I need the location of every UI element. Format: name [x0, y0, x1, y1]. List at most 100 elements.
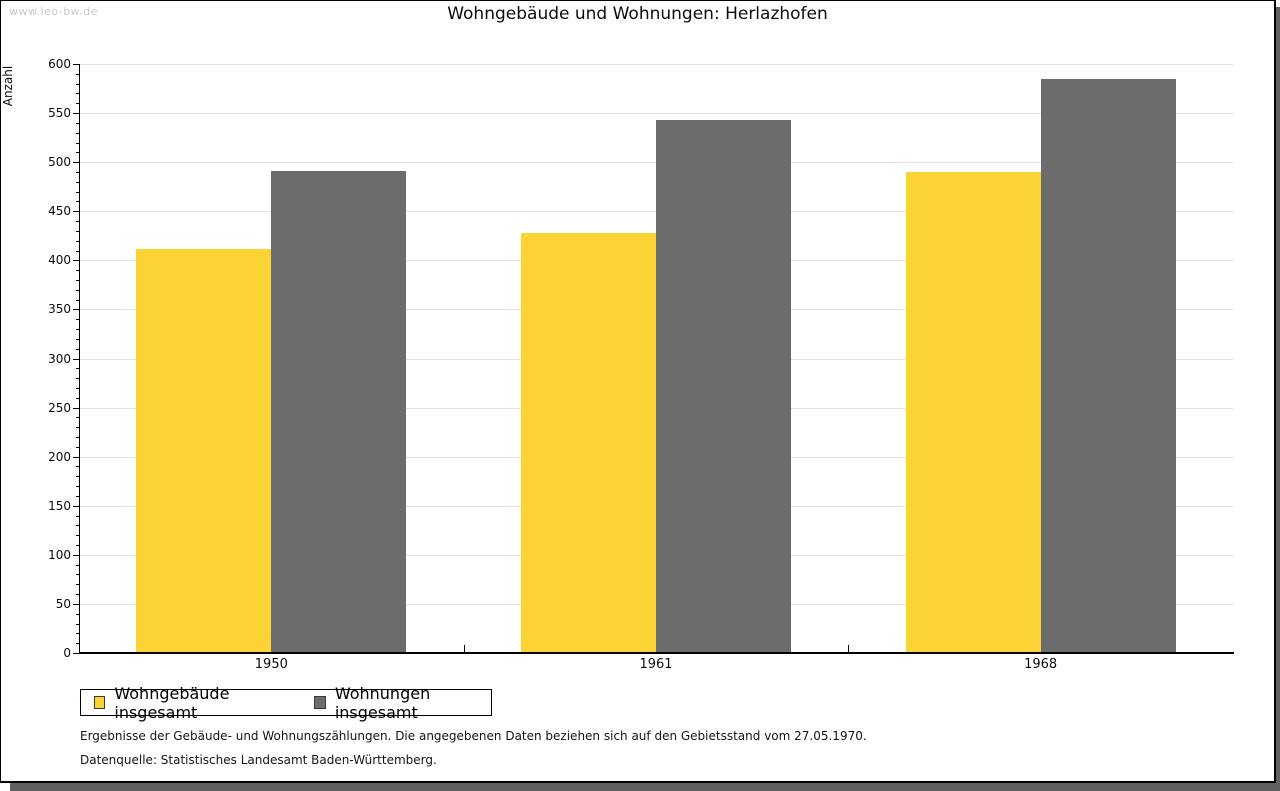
x-boundary-tick — [464, 645, 465, 652]
y-tick-label-150: 150 — [48, 498, 71, 513]
y-major-tick — [73, 554, 79, 556]
bar-1968-wohnungen — [1040, 78, 1176, 653]
footnote-data-source: Datenquelle: Statistisches Landesamt Bad… — [80, 753, 437, 767]
y-minor-tick — [76, 221, 79, 223]
y-major-tick — [73, 211, 79, 213]
y-minor-tick — [76, 103, 79, 105]
y-minor-tick — [76, 525, 79, 527]
y-minor-tick — [76, 545, 79, 547]
legend-swatch-gray — [314, 696, 326, 709]
y-minor-tick — [76, 289, 79, 291]
x-boundary-tick — [848, 645, 849, 652]
y-minor-tick — [76, 535, 79, 537]
y-tick-label-250: 250 — [48, 400, 71, 415]
y-minor-tick — [76, 181, 79, 183]
x-tick-label-1961: 1961 — [639, 657, 673, 672]
y-minor-tick — [76, 270, 79, 272]
legend-label: Wohnungen insgesamt — [334, 683, 431, 722]
y-minor-tick — [76, 191, 79, 193]
y-tick-label-50: 50 — [55, 596, 71, 611]
y-minor-tick — [76, 584, 79, 586]
y-tick-label-0: 0 — [63, 646, 71, 660]
x-tick-label-1968: 1968 — [1024, 657, 1058, 672]
y-minor-tick — [76, 230, 79, 232]
y-major-tick — [73, 358, 79, 360]
gridline-y-600 — [79, 64, 1233, 65]
y-minor-tick — [76, 201, 79, 203]
x-axis-line — [79, 652, 1234, 654]
bar-1950-wohngebaeude — [136, 248, 272, 653]
y-minor-tick — [76, 329, 79, 331]
y-minor-tick — [76, 623, 79, 625]
y-minor-tick — [76, 427, 79, 429]
y-minor-tick — [76, 132, 79, 134]
y-minor-tick — [76, 250, 79, 252]
y-minor-tick — [76, 574, 79, 576]
y-tick-label-600: 600 — [48, 57, 71, 71]
y-major-tick — [73, 309, 79, 311]
x-tick-label-1950: 1950 — [254, 657, 288, 672]
y-minor-tick — [76, 643, 79, 645]
y-minor-tick — [76, 171, 79, 173]
chart-title: Wohngebäude und Wohnungen: Herlazhofen — [447, 4, 828, 24]
y-minor-tick — [76, 594, 79, 596]
y-minor-tick — [76, 486, 79, 488]
y-major-tick — [73, 407, 79, 409]
y-minor-tick — [76, 319, 79, 321]
y-minor-tick — [76, 368, 79, 370]
y-tick-label-500: 500 — [48, 155, 71, 170]
y-minor-tick — [76, 387, 79, 389]
y-minor-tick — [76, 397, 79, 399]
y-axis-line — [79, 64, 80, 653]
y-minor-tick — [76, 564, 79, 566]
y-minor-tick — [76, 122, 79, 124]
y-minor-tick — [76, 613, 79, 615]
gridline-y-550 — [79, 113, 1233, 115]
y-tick-label-300: 300 — [48, 351, 71, 366]
bar-1961-wohngebaeude — [521, 232, 656, 653]
y-minor-tick — [76, 240, 79, 242]
y-tick-label-350: 350 — [48, 302, 71, 317]
y-minor-tick — [76, 437, 79, 439]
y-major-tick — [73, 505, 79, 507]
bar-1961-wohnungen — [656, 119, 791, 653]
y-minor-tick — [76, 279, 79, 281]
y-tick-label-200: 200 — [48, 449, 71, 464]
y-major-tick — [73, 653, 79, 654]
y-tick-label-400: 400 — [48, 253, 71, 268]
y-tick-label-550: 550 — [48, 106, 71, 121]
y-minor-tick — [76, 476, 79, 478]
y-minor-tick — [76, 93, 79, 95]
footnote-source-note: Ergebnisse der Gebäude- und Wohnungszähl… — [80, 729, 867, 743]
y-major-tick — [73, 456, 79, 458]
y-minor-tick — [76, 338, 79, 340]
y-minor-tick — [76, 152, 79, 154]
y-minor-tick — [76, 515, 79, 517]
legend-swatch-yellow — [94, 696, 106, 709]
y-tick-label-450: 450 — [48, 204, 71, 219]
y-minor-tick — [76, 633, 79, 635]
legend-box: Wohngebäude insgesamt Wohnungen insgesam… — [80, 684, 492, 722]
bar-1950-wohnungen — [271, 171, 407, 653]
y-major-tick — [73, 64, 79, 65]
y-minor-tick — [76, 73, 79, 75]
y-major-tick — [73, 162, 79, 164]
y-minor-tick — [76, 83, 79, 85]
bar-1968-wohngebaeude — [905, 171, 1041, 653]
y-minor-tick — [76, 446, 79, 448]
y-tick-label-100: 100 — [48, 547, 71, 562]
y-minor-tick — [76, 299, 79, 301]
y-minor-tick — [76, 495, 79, 497]
y-minor-tick — [76, 348, 79, 350]
y-major-tick — [73, 603, 79, 605]
y-minor-tick — [76, 142, 79, 144]
y-minor-tick — [76, 466, 79, 468]
legend-entry-wohngebaeude: Wohngebäude insgesamt — [94, 684, 287, 722]
watermark-leo-bw: www.leo-bw.de — [9, 5, 98, 18]
legend-entry-wohnungen: Wohnungen insgesamt — [314, 684, 491, 722]
legend-label: Wohngebäude insgesamt — [114, 683, 230, 722]
y-minor-tick — [76, 417, 79, 419]
